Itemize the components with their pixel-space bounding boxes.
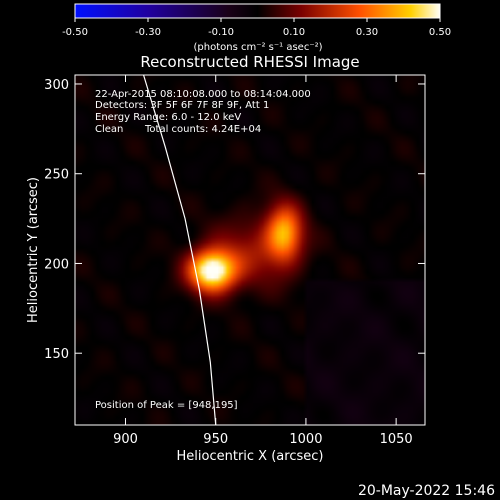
colorbar-tick-label: -0.30 — [135, 27, 161, 38]
colorbar — [74, 3, 441, 19]
annotation-energy: Energy Range: 6.0 - 12.0 keV — [95, 112, 241, 123]
y-tick-label: 250 — [44, 168, 69, 183]
chart-title: Reconstructed RHESSI Image — [140, 53, 359, 71]
annotation-total-counts: Total counts: 4.24E+04 — [144, 124, 261, 135]
annotation-peak: Position of Peak = [948,195] — [95, 400, 238, 411]
y-axis-label: Heliocentric Y (arcsec) — [26, 177, 41, 323]
colorbar-units-label: (photons cm⁻² s⁻¹ asec⁻²) — [193, 42, 322, 53]
colorbar-tick-label: 0.10 — [283, 27, 305, 38]
x-tick-label: 1050 — [380, 432, 413, 447]
y-tick-label: 200 — [44, 257, 69, 272]
colorbar-tick-label: -0.10 — [208, 27, 234, 38]
colorbar-tick-label: 0.30 — [356, 27, 378, 38]
annotation-time-range: 22-Apr-2015 08:10:08.000 to 08:14:04.000 — [95, 89, 311, 100]
annotation-clean: Clean — [95, 124, 123, 135]
y-tick-label: 300 — [44, 78, 69, 93]
annotation-detectors: Detectors: 3F 5F 6F 7F 8F 9F, Att 1 — [95, 100, 269, 111]
y-tick-label: 150 — [44, 347, 69, 362]
y-axis: 150 200 250 300 — [44, 78, 425, 362]
x-axis-label: Heliocentric X (arcsec) — [177, 449, 324, 464]
colorbar-tick-label: 0.50 — [429, 27, 451, 38]
colorbar-tick-label: -0.50 — [62, 27, 88, 38]
solar-limb-line — [142, 75, 217, 425]
x-tick-label: 1000 — [289, 432, 322, 447]
plot-frame — [74, 74, 426, 426]
x-axis: 900 950 1000 1050 — [113, 75, 413, 447]
footer-timestamp: 20-May-2022 15:46 — [358, 483, 495, 499]
x-tick-label: 950 — [203, 432, 228, 447]
x-tick-label: 900 — [113, 432, 138, 447]
heatmap-image — [75, 75, 425, 425]
colorbar-ticks: -0.50 -0.30 -0.10 0.10 0.30 0.50 — [62, 18, 451, 38]
